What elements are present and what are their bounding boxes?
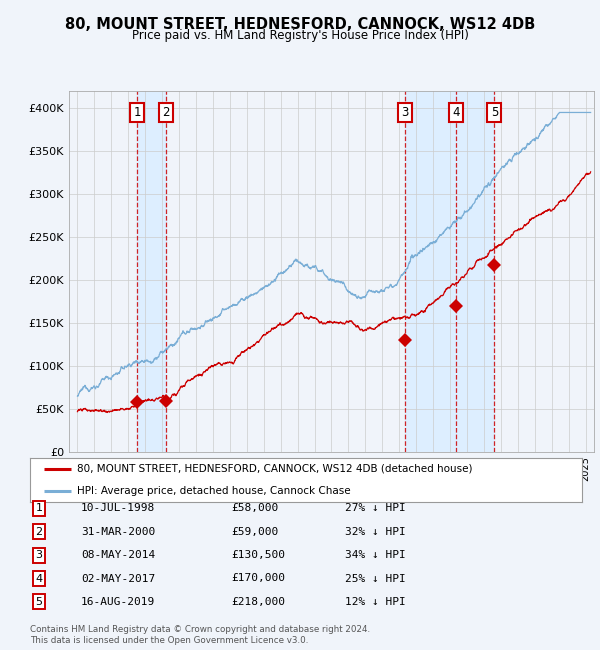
Text: HPI: Average price, detached house, Cannock Chase: HPI: Average price, detached house, Cann… [77,486,350,496]
Bar [137,91,166,452]
Text: 2: 2 [163,106,170,119]
Text: Price paid vs. HM Land Registry's House Price Index (HPI): Price paid vs. HM Land Registry's House … [131,29,469,42]
Text: 5: 5 [491,106,498,119]
Text: 5: 5 [35,597,43,607]
Text: 4: 4 [35,573,43,584]
Text: £218,000: £218,000 [231,597,285,607]
Text: £130,500: £130,500 [231,550,285,560]
Text: 4: 4 [452,106,460,119]
Text: 02-MAY-2017: 02-MAY-2017 [81,573,155,584]
Text: 12% ↓ HPI: 12% ↓ HPI [345,597,406,607]
Text: 1: 1 [133,106,141,119]
Text: £170,000: £170,000 [231,573,285,584]
Bar [455,91,494,452]
Text: £58,000: £58,000 [231,503,278,514]
Text: 80, MOUNT STREET, HEDNESFORD, CANNOCK, WS12 4DB (detached house): 80, MOUNT STREET, HEDNESFORD, CANNOCK, W… [77,463,472,474]
Text: 16-AUG-2019: 16-AUG-2019 [81,597,155,607]
Text: 31-MAR-2000: 31-MAR-2000 [81,526,155,537]
Text: 2: 2 [35,526,43,537]
Text: 10-JUL-1998: 10-JUL-1998 [81,503,155,514]
Bar [405,91,455,452]
Text: 34% ↓ HPI: 34% ↓ HPI [345,550,406,560]
Text: 27% ↓ HPI: 27% ↓ HPI [345,503,406,514]
Text: Contains HM Land Registry data © Crown copyright and database right 2024.
This d: Contains HM Land Registry data © Crown c… [30,625,370,645]
Text: 80, MOUNT STREET, HEDNESFORD, CANNOCK, WS12 4DB: 80, MOUNT STREET, HEDNESFORD, CANNOCK, W… [65,17,535,32]
Text: 1: 1 [35,503,43,514]
Text: 08-MAY-2014: 08-MAY-2014 [81,550,155,560]
Text: 25% ↓ HPI: 25% ↓ HPI [345,573,406,584]
Text: £59,000: £59,000 [231,526,278,537]
Text: 3: 3 [401,106,409,119]
Text: 32% ↓ HPI: 32% ↓ HPI [345,526,406,537]
Text: 3: 3 [35,550,43,560]
